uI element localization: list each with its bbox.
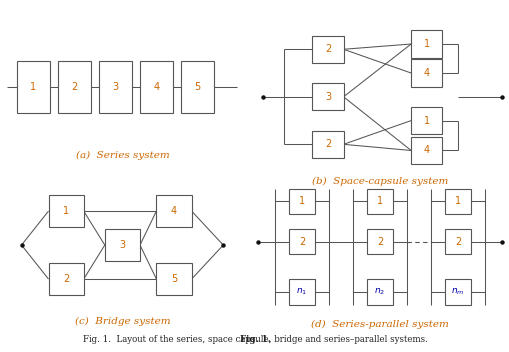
- Bar: [139, 61, 173, 113]
- Text: 4: 4: [153, 82, 159, 92]
- Text: 1: 1: [423, 115, 429, 126]
- Bar: [156, 195, 191, 227]
- Text: 1: 1: [298, 196, 304, 206]
- Text: 4: 4: [171, 206, 177, 216]
- Text: 3: 3: [119, 240, 125, 250]
- Text: Fig. 1.  Layout of the series, space capsule, bridge and series–parallel systems: Fig. 1. Layout of the series, space caps…: [82, 335, 427, 344]
- Text: 1: 1: [30, 82, 36, 92]
- Bar: [312, 83, 343, 111]
- Bar: [17, 61, 49, 113]
- Bar: [366, 229, 392, 254]
- Text: 2: 2: [324, 44, 330, 54]
- Text: 4: 4: [423, 68, 429, 78]
- Text: 2: 2: [298, 237, 304, 247]
- Bar: [410, 59, 441, 87]
- Bar: [444, 189, 470, 214]
- Text: 2: 2: [454, 237, 460, 247]
- Bar: [410, 137, 441, 164]
- Bar: [366, 189, 392, 214]
- Text: $n_m$: $n_m$: [450, 287, 464, 297]
- Bar: [312, 131, 343, 158]
- Text: 5: 5: [171, 274, 177, 284]
- Text: (d)  Series-parallel system: (d) Series-parallel system: [310, 320, 448, 329]
- Bar: [48, 263, 83, 295]
- Bar: [58, 61, 91, 113]
- Text: 1: 1: [376, 196, 382, 206]
- Text: 1: 1: [63, 206, 69, 216]
- Text: 2: 2: [376, 237, 382, 247]
- Bar: [444, 279, 470, 304]
- Bar: [105, 229, 139, 261]
- Text: 1: 1: [454, 196, 460, 206]
- Bar: [410, 30, 441, 58]
- Bar: [288, 229, 315, 254]
- Bar: [288, 189, 315, 214]
- Bar: [444, 229, 470, 254]
- Text: 1: 1: [423, 39, 429, 49]
- Text: 2: 2: [71, 82, 77, 92]
- Bar: [156, 263, 191, 295]
- Text: Fig. 1.: Fig. 1.: [239, 335, 270, 344]
- Text: 2: 2: [63, 274, 69, 284]
- Bar: [288, 279, 315, 304]
- Bar: [181, 61, 213, 113]
- Text: (a)  Series system: (a) Series system: [75, 150, 169, 159]
- Bar: [99, 61, 131, 113]
- Bar: [312, 36, 343, 63]
- Text: (c)  Bridge system: (c) Bridge system: [74, 316, 170, 326]
- Bar: [48, 195, 83, 227]
- Bar: [410, 107, 441, 134]
- Text: 3: 3: [324, 92, 330, 102]
- Bar: [366, 279, 392, 304]
- Text: 4: 4: [423, 145, 429, 156]
- Text: 5: 5: [194, 82, 200, 92]
- Text: $n_2$: $n_2$: [374, 287, 385, 297]
- Text: 3: 3: [112, 82, 118, 92]
- Text: (b)  Space-capsule system: (b) Space-capsule system: [311, 177, 447, 186]
- Text: 2: 2: [324, 139, 330, 149]
- Text: $n_1$: $n_1$: [296, 287, 307, 297]
